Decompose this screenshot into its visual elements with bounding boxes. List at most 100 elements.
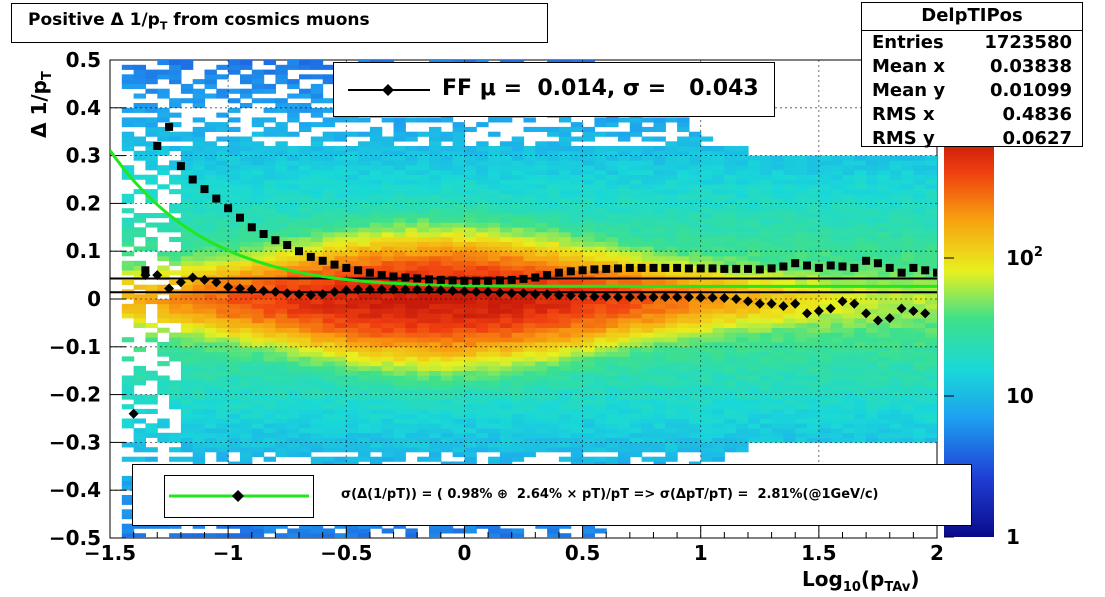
mean-point (707, 292, 718, 303)
sigma-point (543, 271, 552, 280)
y-tick-label: 0.1 (66, 239, 101, 263)
mean-point (140, 270, 151, 281)
legend-label: FF μ = 0.014, σ = 0.043 (442, 76, 759, 101)
mean-point (152, 270, 163, 281)
mean-point (412, 284, 423, 295)
sigma-point (566, 267, 575, 276)
sigma-point (448, 276, 457, 285)
mean-point (825, 303, 836, 314)
stats-row: RMS y 0.0627 (872, 128, 1072, 152)
mean-point (483, 286, 494, 297)
stats-row: RMS x 0.4836 (872, 104, 1072, 128)
sigma-point (755, 265, 764, 274)
mean-point (175, 277, 186, 288)
y-tick-label: 0.3 (66, 144, 101, 168)
y-tick-label: −0.5 (49, 526, 101, 550)
stats-row: Mean y 0.01099 (872, 80, 1072, 104)
stats-key: Mean x (872, 56, 945, 77)
mean-point (589, 291, 600, 302)
sigma-point (188, 175, 197, 184)
mean-point (920, 308, 931, 319)
sigma-point (212, 194, 221, 203)
sigma-point (921, 266, 930, 275)
y-tick-label: −0.4 (49, 478, 101, 502)
sigma-point (909, 263, 918, 272)
mean-point (211, 277, 222, 288)
sigma-point (176, 162, 185, 171)
mean-point (636, 292, 647, 303)
sigma-point (637, 263, 646, 272)
mean-point (388, 284, 399, 295)
mean-point (435, 285, 446, 296)
mean-point (542, 289, 553, 300)
sigma-point (318, 256, 327, 265)
x-axis-label: Log10(pTAv) (802, 567, 920, 595)
x-tick-label: −0.5 (320, 541, 372, 565)
sigma-point (732, 264, 741, 273)
x-tick-label: 1 (694, 541, 708, 565)
colorbar-tick-label: 102 (1006, 245, 1043, 270)
mean-point (364, 284, 375, 295)
mean-point (376, 284, 387, 295)
sigma-point (673, 263, 682, 272)
sigma-point (625, 263, 634, 272)
mean-point (802, 308, 813, 319)
mean-point (624, 292, 635, 303)
mean-point (270, 286, 281, 297)
colorbar-ticks: 1 10 102 (944, 245, 1043, 549)
mean-point (341, 285, 352, 296)
legend-box: FF μ = 0.014, σ = 0.043 (333, 62, 775, 117)
mean-point (223, 282, 234, 293)
sigma-point (377, 271, 386, 280)
sigma-point (495, 276, 504, 285)
sigma-point (342, 263, 351, 272)
sigma-point (460, 276, 469, 285)
legend-marker-icon (348, 84, 430, 96)
mean-point (187, 272, 198, 283)
sigma-point (696, 264, 705, 273)
sigma-point (472, 276, 481, 285)
sigma-point (720, 264, 729, 273)
title-box: Positive Δ 1/pT from cosmics muons (11, 3, 548, 43)
y-axis-label: Δ 1/pT (27, 71, 55, 138)
mean-point (494, 287, 505, 298)
mean-point (164, 283, 175, 294)
sigma-point (767, 264, 776, 273)
mean-point (613, 292, 624, 303)
sigma-point (295, 247, 303, 256)
sigma-point (200, 185, 209, 194)
y-tick-label: −0.3 (49, 430, 101, 454)
x-tick-label: 0 (457, 541, 471, 565)
mean-point (813, 305, 824, 316)
mean-point (518, 288, 529, 299)
sigma-point (153, 142, 162, 150)
sigma-point (365, 268, 374, 277)
colorbar-tick-label: 1 (1006, 525, 1020, 549)
sigma-point (247, 223, 256, 232)
mean-point (294, 289, 305, 300)
sigma-point (708, 264, 717, 273)
mean-point (683, 292, 694, 303)
mean-point (530, 289, 541, 300)
sigma-point (507, 275, 516, 284)
markers (110, 122, 937, 419)
mean-point (199, 274, 210, 285)
mean-point (329, 286, 340, 297)
stats-title: DelpTIPos (921, 5, 1023, 26)
stats-value: 0.0627 (1002, 128, 1072, 149)
mean-point (447, 285, 458, 296)
sigma-point (165, 122, 174, 131)
y-tick-label: −0.2 (49, 383, 101, 407)
x-tick-label: 1.5 (801, 541, 836, 565)
sigma-point (389, 272, 398, 281)
sigma-point (401, 273, 410, 282)
mean-point (423, 284, 434, 295)
sigma-point (306, 252, 315, 261)
sigma-point (330, 260, 339, 269)
stats-key: Entries (872, 32, 944, 53)
mean-point (400, 284, 411, 295)
mean-point (128, 408, 139, 419)
mean-point (790, 298, 801, 309)
sigma-point (897, 268, 906, 277)
sigma-point (779, 262, 788, 271)
